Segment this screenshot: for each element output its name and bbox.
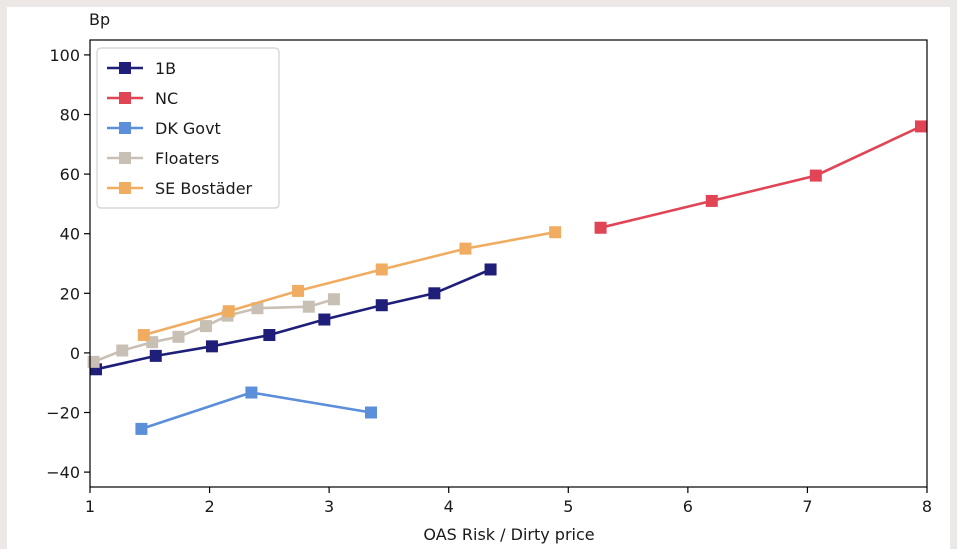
data-point: [245, 386, 258, 399]
legend-item: 1B: [107, 59, 176, 78]
data-point: [484, 263, 497, 276]
data-point: [428, 287, 441, 300]
legend-item: SE Bostäder: [107, 179, 253, 198]
x-tick-label: 6: [683, 497, 693, 516]
data-point: [137, 329, 150, 342]
data-point: [705, 194, 718, 207]
data-point: [199, 320, 212, 333]
data-point: [549, 226, 562, 239]
data-point: [375, 263, 388, 276]
legend-item: NC: [107, 89, 178, 108]
data-point: [327, 293, 340, 306]
data-point: [364, 406, 377, 419]
x-tick-label: 3: [324, 497, 334, 516]
y-tick-label: 100: [49, 46, 80, 65]
legend-swatch-marker: [119, 182, 131, 194]
data-point: [116, 344, 129, 357]
line-chart: 1 2 3 4 5 6 7 8 −40 −20 0 20 40 60 80 100 1B NC DK Govt Fl…: [46, 10, 932, 544]
data-point: [251, 302, 264, 315]
chart-area: 1 2 3 4 5 6 7 8 −40 −20 0 20 40 60 80 100 1B NC DK Govt Fl…: [7, 7, 950, 549]
x-tick-label: 8: [922, 497, 932, 516]
data-point: [459, 242, 472, 255]
y-tick-label: 80: [60, 106, 80, 125]
legend-label: SE Bostäder: [155, 179, 253, 198]
legend-label: 1B: [155, 59, 176, 78]
x-tick-label: 5: [563, 497, 573, 516]
legend-swatch-marker: [119, 92, 131, 104]
data-point: [915, 120, 928, 133]
plot-frame: [89, 39, 928, 488]
y-tick-label: 20: [60, 284, 80, 303]
series-line: [93, 298, 335, 364]
data-point: [594, 221, 607, 234]
data-point: [172, 330, 185, 343]
series-dk-govt: [135, 386, 377, 435]
y-tick-label: 60: [60, 165, 80, 184]
x-tick-label: 4: [444, 497, 454, 516]
plot-layer: 1 2 3 4 5 6 7 8 −40 −20 0 20 40 60 80 100: [46, 39, 932, 516]
data-point: [222, 305, 235, 318]
legend-label: DK Govt: [155, 119, 221, 138]
data-point: [205, 340, 218, 353]
data-point: [375, 299, 388, 312]
series-floaters: [87, 293, 340, 368]
series-nc: [594, 120, 928, 234]
legend: 1B NC DK Govt Floaters SE Bostäder: [96, 47, 280, 209]
x-tick-label: 1: [85, 497, 95, 516]
series-1b: [89, 263, 497, 376]
data-point: [87, 355, 100, 368]
data-point: [149, 349, 162, 362]
y-tick-label: 40: [60, 225, 80, 244]
y-tick-label: −40: [46, 463, 80, 482]
series-line: [600, 125, 922, 229]
data-point: [263, 329, 276, 342]
series-line: [95, 268, 492, 371]
data-point: [809, 169, 822, 182]
legend-swatch-marker: [119, 122, 131, 134]
y-axis-label: Bp: [89, 10, 110, 29]
legend-box: [96, 47, 280, 209]
x-tick-label: 7: [802, 497, 812, 516]
legend-item: DK Govt: [107, 119, 221, 138]
y-tick-label: 0: [70, 344, 80, 363]
data-point: [135, 422, 148, 435]
legend-label: Floaters: [155, 149, 219, 168]
legend-label: NC: [155, 89, 178, 108]
data-point: [292, 284, 305, 297]
x-axis-label: OAS Risk / Dirty price: [423, 525, 594, 544]
x-tick-label: 2: [204, 497, 214, 516]
legend-item: Floaters: [107, 149, 219, 168]
series-se-bostäder: [137, 226, 562, 342]
data-point: [302, 300, 315, 313]
legend-swatch-marker: [119, 62, 131, 74]
data-point: [318, 313, 331, 326]
legend-swatch-marker: [119, 152, 131, 164]
y-tick-label: −20: [46, 404, 80, 423]
series-line: [143, 230, 556, 337]
